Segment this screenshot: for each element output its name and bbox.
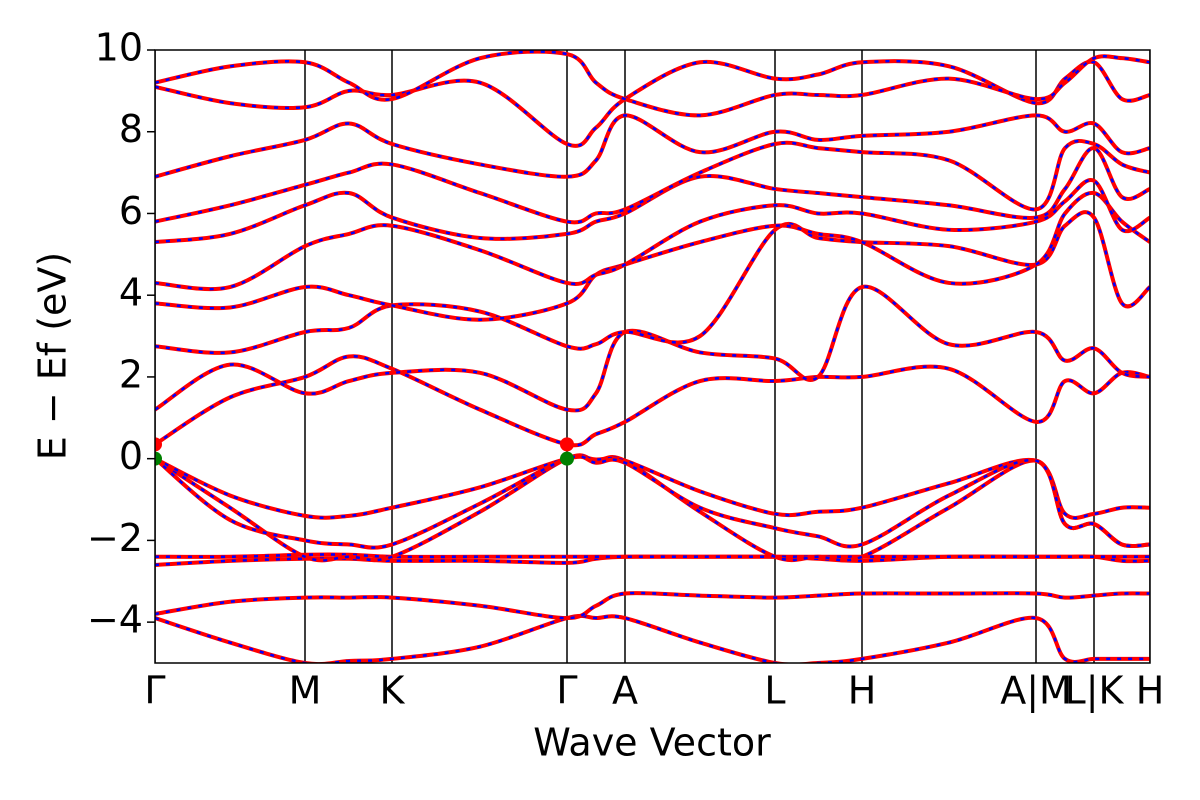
band [155, 354, 1150, 448]
x-tick-label: A|M [1000, 669, 1072, 714]
band-overlay [155, 211, 1150, 355]
band-overlay [155, 191, 1150, 321]
x-tick-label: L [764, 669, 785, 713]
y-tick-label: 4 [119, 271, 143, 315]
x-tick-label: L|K [1065, 669, 1125, 714]
marker [155, 451, 162, 466]
y-axis-label: E − Ef (eV) [31, 252, 75, 461]
x-tick-label: K [380, 669, 406, 713]
band [155, 146, 1150, 245]
y-tick-label: 8 [119, 107, 143, 151]
y-tick-label: 10 [95, 26, 143, 70]
y-tick-label: 0 [119, 434, 143, 478]
x-tick-label: Γ [144, 669, 165, 713]
marker [560, 451, 574, 466]
marker [155, 437, 162, 452]
x-tick-label: A [612, 669, 638, 713]
band-overlay [155, 591, 1150, 620]
band-overlay [155, 285, 1150, 412]
band-overlay [155, 139, 1150, 224]
x-tick-label: Γ [556, 669, 577, 713]
band [155, 552, 1150, 559]
y-tick-label: −4 [87, 598, 143, 642]
y-tick-label: 2 [119, 352, 143, 396]
axes-frame [154, 49, 1151, 664]
x-tick-label: H [1136, 669, 1165, 713]
band-overlay [155, 614, 1150, 663]
x-axis-label: Wave Vector [533, 721, 771, 765]
band [155, 454, 1150, 520]
band-overlay [155, 50, 1150, 117]
band [155, 178, 1150, 292]
y-tick-label: 6 [119, 189, 143, 233]
marker [560, 437, 574, 452]
band-overlay [155, 455, 1150, 549]
plot-area [155, 50, 1150, 663]
band-overlay [155, 59, 1150, 147]
y-tick-label: −2 [87, 516, 143, 560]
x-tick-label: H [848, 669, 877, 713]
x-tick-label: M [289, 669, 322, 713]
band-overlay [155, 114, 1150, 178]
